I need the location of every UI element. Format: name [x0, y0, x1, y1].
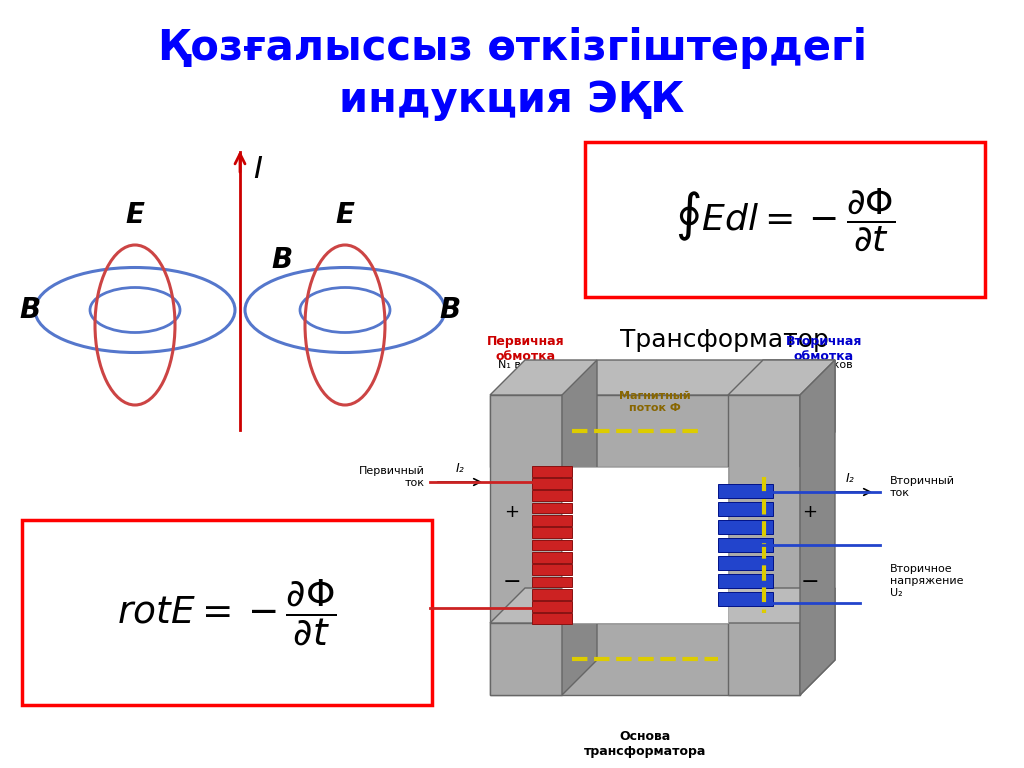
Text: B: B: [439, 296, 461, 324]
Polygon shape: [800, 360, 835, 467]
Text: Вторичный
ток: Вторичный ток: [890, 476, 955, 498]
FancyBboxPatch shape: [532, 515, 572, 526]
FancyBboxPatch shape: [562, 467, 728, 623]
Text: E: E: [336, 201, 354, 229]
Text: индукция ЭҚК: индукция ЭҚК: [339, 79, 685, 121]
Polygon shape: [800, 360, 835, 695]
Text: I₂: I₂: [456, 462, 464, 475]
Text: Первичная
обмотка: Первичная обмотка: [487, 335, 565, 363]
Text: +: +: [504, 503, 519, 521]
FancyBboxPatch shape: [532, 577, 572, 588]
FancyBboxPatch shape: [532, 478, 572, 489]
Polygon shape: [490, 588, 835, 623]
Polygon shape: [728, 360, 835, 395]
Text: −: −: [801, 572, 819, 592]
Text: +: +: [803, 503, 817, 521]
FancyBboxPatch shape: [728, 395, 800, 695]
FancyBboxPatch shape: [580, 449, 745, 605]
FancyBboxPatch shape: [532, 528, 572, 538]
FancyBboxPatch shape: [585, 142, 985, 297]
Text: Вторичное
напряжение
U₂: Вторичное напряжение U₂: [890, 564, 964, 598]
Text: Қозғалыссыз өткізгіштердегі: Қозғалыссыз өткізгіштердегі: [158, 27, 866, 69]
Text: Первичный
ток: Первичный ток: [359, 466, 425, 488]
FancyBboxPatch shape: [562, 467, 728, 623]
FancyBboxPatch shape: [22, 520, 432, 705]
FancyBboxPatch shape: [532, 614, 572, 624]
FancyBboxPatch shape: [532, 564, 572, 575]
Text: Первичное
напряжение
U₁: Первичное напряжение U₁: [351, 535, 425, 568]
FancyBboxPatch shape: [532, 540, 572, 551]
FancyBboxPatch shape: [718, 484, 773, 498]
FancyBboxPatch shape: [532, 601, 572, 612]
Text: Вторичная
обмотка: Вторичная обмотка: [785, 335, 862, 363]
FancyBboxPatch shape: [532, 490, 572, 502]
FancyBboxPatch shape: [718, 502, 773, 516]
FancyBboxPatch shape: [718, 538, 773, 552]
FancyBboxPatch shape: [532, 465, 572, 477]
FancyBboxPatch shape: [532, 589, 572, 600]
Text: −: −: [503, 572, 521, 592]
Text: I: I: [253, 155, 262, 184]
FancyBboxPatch shape: [490, 623, 800, 695]
Text: I₂: I₂: [846, 472, 854, 485]
FancyBboxPatch shape: [532, 552, 572, 563]
FancyBboxPatch shape: [532, 503, 572, 514]
Text: Магнитный
поток Ф: Магнитный поток Ф: [620, 392, 691, 413]
FancyBboxPatch shape: [490, 395, 800, 467]
Text: Основа
трансформатора: Основа трансформатора: [584, 730, 707, 758]
FancyBboxPatch shape: [718, 574, 773, 588]
FancyBboxPatch shape: [490, 395, 562, 695]
Polygon shape: [800, 588, 835, 695]
FancyBboxPatch shape: [718, 591, 773, 607]
Text: N₁ витков: N₁ витков: [498, 360, 554, 370]
Polygon shape: [490, 360, 835, 395]
Text: B: B: [271, 246, 293, 274]
Text: E: E: [126, 201, 144, 229]
Text: Трансформатор: Трансформатор: [620, 328, 828, 352]
FancyBboxPatch shape: [718, 520, 773, 535]
FancyBboxPatch shape: [718, 555, 773, 571]
Polygon shape: [562, 360, 597, 695]
Text: N₂ витков: N₂ витков: [796, 360, 852, 370]
Text: B: B: [19, 296, 41, 324]
Text: $rotE = -\dfrac{\partial\Phi}{\partial t}$: $rotE = -\dfrac{\partial\Phi}{\partial t…: [117, 578, 337, 647]
Text: $\oint E dl = -\dfrac{\partial\Phi}{\partial t}$: $\oint E dl = -\dfrac{\partial\Phi}{\par…: [675, 186, 895, 253]
